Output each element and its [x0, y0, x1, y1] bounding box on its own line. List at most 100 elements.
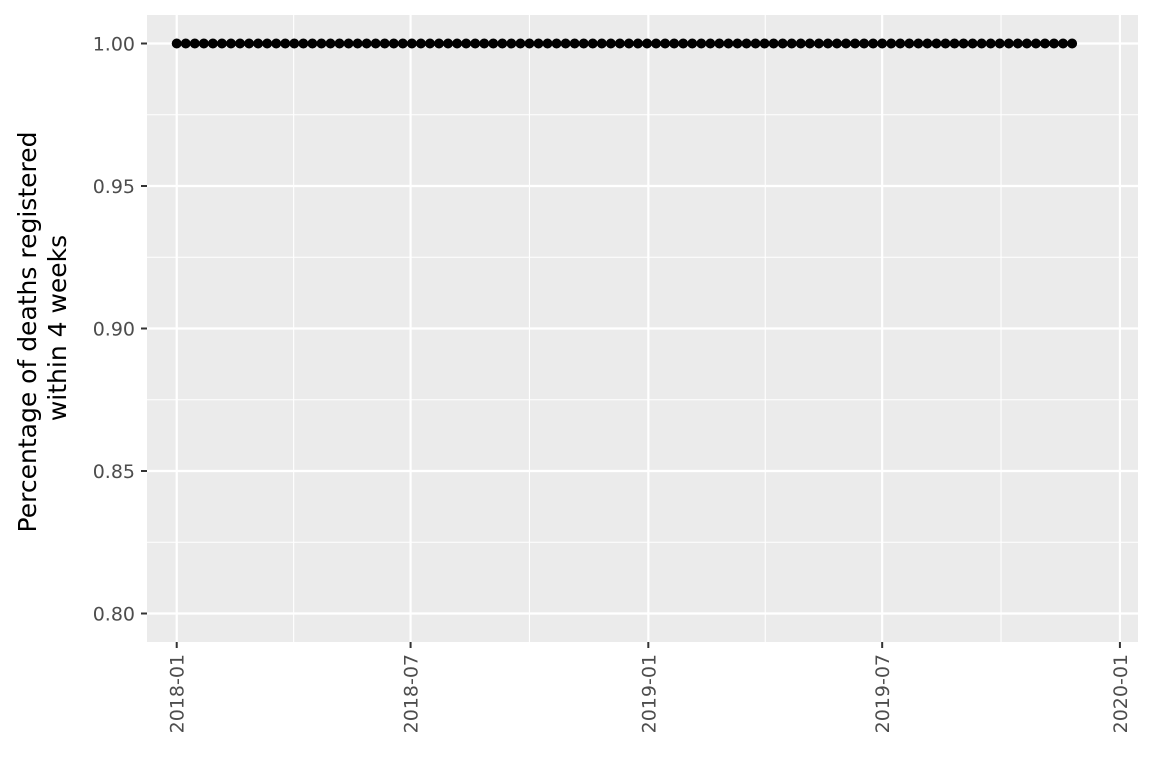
- data-point: [777, 38, 788, 49]
- y-axis-title-line-2: within 4 weeks: [43, 235, 72, 421]
- data-point: [931, 38, 942, 49]
- x-tick-label: 2019-07: [872, 654, 894, 733]
- data-point: [244, 38, 255, 49]
- data-point: [669, 38, 680, 49]
- data-point: [352, 38, 363, 49]
- data-point: [370, 38, 381, 49]
- data-point: [397, 38, 408, 49]
- data-point: [1067, 38, 1078, 49]
- data-point: [271, 38, 282, 49]
- y-axis-title-line-1: Percentage of deaths registered: [13, 132, 42, 533]
- data-point: [235, 38, 246, 49]
- data-point: [189, 38, 200, 49]
- data-point: [705, 38, 716, 49]
- data-point: [298, 38, 309, 49]
- data-point: [280, 38, 291, 49]
- data-point: [768, 38, 779, 49]
- data-point: [886, 38, 897, 49]
- data-point: [714, 38, 725, 49]
- data-point: [551, 38, 562, 49]
- data-point: [434, 38, 445, 49]
- data-point: [913, 38, 924, 49]
- y-axis: 0.80 0.85 0.90 0.95 1.00: [93, 34, 147, 626]
- data-point: [786, 38, 797, 49]
- data-point: [904, 38, 915, 49]
- data-point: [1049, 38, 1060, 49]
- x-tick-label: 2020-01: [1110, 654, 1132, 733]
- data-point: [587, 38, 598, 49]
- data-point: [795, 38, 806, 49]
- data-point: [443, 38, 454, 49]
- data-point: [415, 38, 426, 49]
- data-point: [560, 38, 571, 49]
- data-point: [262, 38, 273, 49]
- data-point: [940, 38, 951, 49]
- data-point: [216, 38, 227, 49]
- data-point: [343, 38, 354, 49]
- data-point: [868, 38, 879, 49]
- data-point: [822, 38, 833, 49]
- data-point: [678, 38, 689, 49]
- x-tick-label: 2018-01: [167, 654, 189, 733]
- data-point: [424, 38, 435, 49]
- data-point: [578, 38, 589, 49]
- y-tick-label: 1.00: [93, 34, 135, 56]
- data-point: [542, 38, 553, 49]
- data-point: [289, 38, 300, 49]
- data-point: [479, 38, 490, 49]
- data-point: [651, 38, 662, 49]
- y-tick-label: 0.80: [93, 604, 135, 626]
- data-point: [831, 38, 842, 49]
- data-point: [1039, 38, 1050, 49]
- data-point: [660, 38, 671, 49]
- data-point: [985, 38, 996, 49]
- data-point: [614, 38, 625, 49]
- data-point: [967, 38, 978, 49]
- data-point: [524, 38, 535, 49]
- data-point: [877, 38, 888, 49]
- data-point: [1003, 38, 1014, 49]
- data-point: [750, 38, 761, 49]
- data-point: [533, 38, 544, 49]
- data-point: [741, 38, 752, 49]
- data-point: [316, 38, 327, 49]
- data-point: [488, 38, 499, 49]
- data-point: [388, 38, 399, 49]
- data-point: [198, 38, 209, 49]
- data-point: [452, 38, 463, 49]
- data-point: [406, 38, 417, 49]
- data-point: [687, 38, 698, 49]
- data-point: [949, 38, 960, 49]
- data-point: [515, 38, 526, 49]
- data-point: [632, 38, 643, 49]
- data-point: [596, 38, 607, 49]
- data-point: [994, 38, 1005, 49]
- data-point: [225, 38, 236, 49]
- data-point: [605, 38, 616, 49]
- data-point: [253, 38, 264, 49]
- data-point: [506, 38, 517, 49]
- data-point: [325, 38, 336, 49]
- data-point: [497, 38, 508, 49]
- data-point: [307, 38, 318, 49]
- data-point: [207, 38, 218, 49]
- data-point: [569, 38, 580, 49]
- data-point: [840, 38, 851, 49]
- y-tick-label: 0.90: [93, 319, 135, 341]
- data-point: [759, 38, 770, 49]
- data-point: [1058, 38, 1069, 49]
- data-point: [723, 38, 734, 49]
- data-point: [470, 38, 481, 49]
- data-point: [895, 38, 906, 49]
- data-point: [732, 38, 743, 49]
- data-point: [976, 38, 987, 49]
- data-point: [379, 38, 390, 49]
- data-point: [361, 38, 372, 49]
- data-point: [958, 38, 969, 49]
- y-tick-label: 0.85: [93, 461, 135, 483]
- y-axis-title: Percentage of deaths registered within 4…: [13, 124, 72, 533]
- data-point: [642, 38, 653, 49]
- major-gridlines: [147, 15, 1138, 642]
- data-point: [859, 38, 870, 49]
